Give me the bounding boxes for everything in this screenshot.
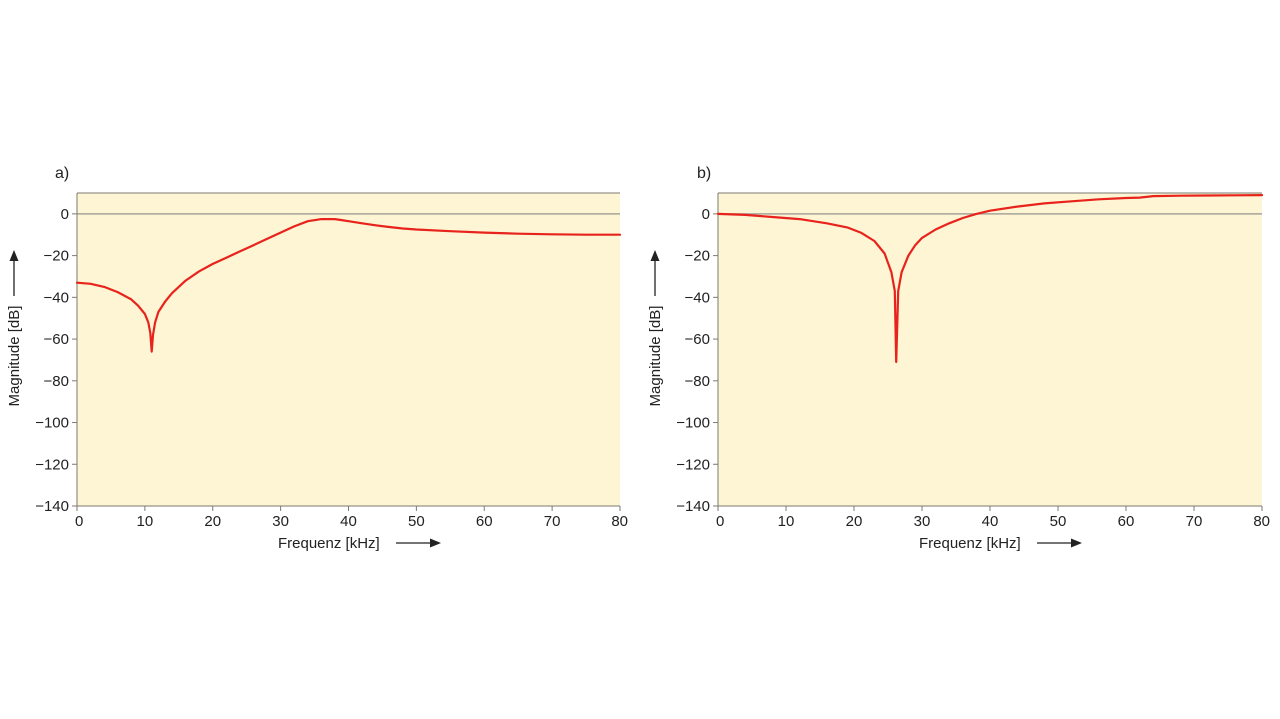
x-tick-label: 10 [778, 513, 795, 530]
x-tick-label: 80 [611, 513, 628, 530]
x-tick-label: 70 [544, 513, 561, 530]
x-tick-label: 20 [204, 513, 221, 530]
y-tick-label: −140 [35, 498, 69, 515]
y-tick-label: −120 [35, 456, 69, 473]
x-tick-label: 60 [476, 513, 493, 530]
y-axis-arrow-head [9, 250, 19, 261]
y-tick-label: −40 [44, 289, 69, 306]
x-tick-label: 80 [1253, 513, 1270, 530]
x-tick-label: 50 [408, 513, 425, 530]
chart-panel-b: 0 10 20 30 40 50 60 70 80 0 −20 −40 −60 −80 −100 −120 −1… [647, 165, 1270, 552]
y-tick-label: −140 [676, 498, 710, 515]
x-tick-label: 10 [137, 513, 154, 530]
x-tick-label: 50 [1050, 513, 1067, 530]
x-tick-label: 20 [846, 513, 863, 530]
y-tick-label: −100 [676, 415, 710, 432]
x-axis-title: Frequenz [kHz] [278, 535, 380, 552]
x-tick-label: 40 [982, 513, 999, 530]
x-tick-label: 60 [1118, 513, 1135, 530]
chart-panel-a: 0 10 20 30 40 50 60 70 80 0 −20 −40 −60 −80 −100 −120 −1… [6, 165, 628, 552]
x-tick-label: 30 [272, 513, 289, 530]
y-tick-label: 0 [61, 206, 69, 223]
panel-label: a) [55, 165, 69, 182]
y-axis-title: Magnitude [dB] [6, 306, 23, 407]
x-axis-title: Frequenz [kHz] [919, 535, 1021, 552]
x-tick-label: 40 [340, 513, 357, 530]
y-axis-arrow-head [650, 250, 660, 261]
y-tick-label: −80 [44, 373, 69, 390]
plot-area [718, 193, 1262, 506]
y-axis-title: Magnitude [dB] [647, 306, 664, 407]
y-tick-label: 0 [702, 206, 710, 223]
y-tick-label: −20 [685, 248, 710, 265]
y-tick-label: −60 [685, 331, 710, 348]
y-tick-label: −120 [676, 456, 710, 473]
y-tick-label: −80 [685, 373, 710, 390]
x-tick-label: 70 [1186, 513, 1203, 530]
series-line [75, 218, 622, 353]
y-tick-label: −20 [44, 248, 69, 265]
y-tick-label: −100 [35, 415, 69, 432]
series-line [716, 194, 1264, 364]
x-axis-arrow-head [1071, 538, 1082, 548]
plot-area [77, 193, 620, 506]
x-tick-label: 30 [914, 513, 931, 530]
panel-label: b) [697, 165, 711, 182]
x-tick-label: 0 [75, 513, 83, 530]
x-tick-label: 0 [716, 513, 724, 530]
y-tick-label: −60 [44, 331, 69, 348]
y-tick-label: −40 [685, 289, 710, 306]
x-axis-arrow-head [430, 538, 441, 548]
